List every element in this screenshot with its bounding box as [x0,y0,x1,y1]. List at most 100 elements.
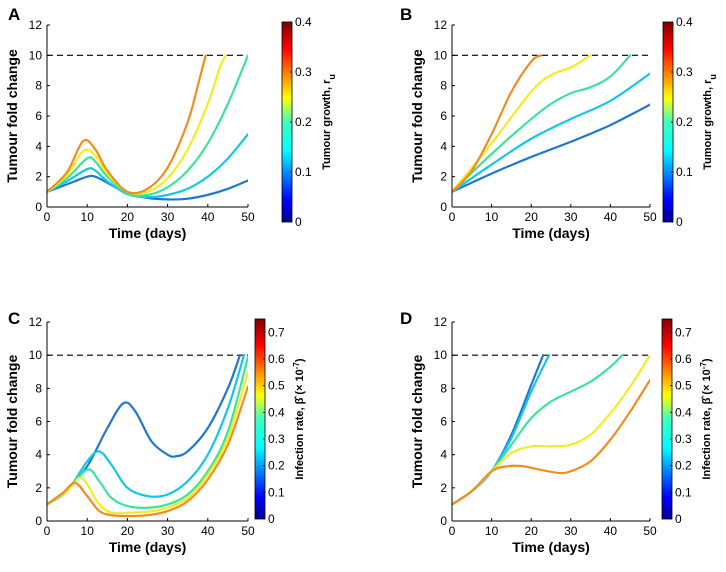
colorbar-tick-label: 0.3 [675,432,692,446]
series-line [47,354,242,506]
series-line [452,54,632,193]
x-tick-label: 40 [604,524,618,538]
series-line [47,54,207,195]
series-line [47,54,248,197]
x-tick-label: 10 [485,210,499,224]
x-axis-label: Time (days) [512,539,590,555]
colorbar-tick-label: 0.3 [676,65,693,79]
y-tick-label: 2 [440,481,447,495]
colorbar-tick-label: 0.4 [676,15,693,29]
series-line [47,355,248,509]
y-axis-label: Tumour fold change [4,49,20,183]
x-tick-label: 30 [564,524,578,538]
panel-a: A 0 10 20 30 40 50 0 2 4 6 8 10 12 Time (days) Tumour f… [4,5,337,241]
y-tick-label: 4 [440,448,447,462]
y-tick-label: 12 [29,18,43,32]
series-group [452,354,650,506]
y-tick-label: 6 [440,415,447,429]
colorbar [254,318,266,520]
x-tick-label: 20 [525,210,539,224]
x-tick-label: 0 [449,210,456,224]
colorbar-tick-label: 0.6 [675,352,692,366]
colorbar-tick-label: 0.2 [675,459,692,473]
colorbar-tick-label: 0 [268,512,275,526]
y-tick-label: 10 [434,348,448,362]
series-line [47,385,248,518]
x-tick-label: 50 [241,210,255,224]
x-tick-label: 0 [449,524,456,538]
colorbar-tick-label: 0.4 [268,405,285,419]
panel-b: B 0 10 20 30 40 50 0 2 4 6 8 10 12 Time (days) Tumour f… [400,5,718,241]
colorbar-tick-label: 0.6 [268,352,285,366]
y-tick-label: 0 [35,514,42,528]
series-line [452,354,545,506]
colorbar-tick-label: 0 [675,512,682,526]
x-tick-label: 20 [121,524,135,538]
colorbar-tick-label: 0.4 [675,405,692,419]
y-tick-label: 6 [35,109,42,123]
x-tick-label: 10 [81,524,95,538]
y-tick-label: 10 [29,48,43,62]
colorbar-tick-label: 0.1 [295,165,312,179]
colorbar-tick-label: 0.5 [268,379,285,393]
colorbar-tick-label: 0.3 [295,65,312,79]
colorbar-tick-label: 0.7 [675,325,692,339]
x-tick-label: 30 [161,210,175,224]
x-axis-label: Time (days) [109,225,187,241]
colorbar-tick-label: 0.2 [268,459,285,473]
colorbar-tick-label: 0.1 [676,165,693,179]
y-tick-label: 2 [35,170,42,184]
y-tick-label: 2 [35,481,42,495]
x-tick-label: 20 [121,210,135,224]
x-tick-label: 50 [241,524,255,538]
colorbar-label: Infection rate, β̂ (× 10-7) [699,358,714,479]
colorbar-tick-label: 0.1 [675,485,692,499]
y-tick-label: 12 [29,315,43,329]
series-group [47,54,248,201]
colorbar-tick-label: 0.2 [295,115,312,129]
x-tick-label: 50 [643,524,657,538]
panel-label: C [8,309,20,328]
x-axis-label: Time (days) [109,539,187,555]
x-tick-label: 30 [161,524,175,538]
series-group [452,54,650,193]
colorbar-tick-label: 0.7 [268,325,285,339]
x-tick-label: 30 [564,210,578,224]
colorbar-tick-label: 0.2 [676,115,693,129]
panel-label: D [400,309,412,328]
y-tick-label: 12 [434,18,448,32]
x-tick-label: 40 [604,210,618,224]
panel-c: C 0 10 20 30 40 50 0 2 4 6 8 10 12 Time (days) Tumour f… [4,309,306,555]
colorbar-label: Infection rate, β̂ (× 10-7) [292,358,307,479]
y-tick-label: 4 [35,448,42,462]
y-tick-label: 10 [434,48,448,62]
colorbar-tick-label: 0.5 [675,379,692,393]
series-line [452,54,592,193]
series-group [47,354,248,518]
series-line [452,378,650,506]
y-tick-label: 8 [440,79,447,93]
panel-label: A [8,5,20,24]
y-tick-label: 8 [35,381,42,395]
series-line [452,103,650,193]
x-axis-label: Time (days) [512,225,590,241]
colorbar-tick-label: 0 [676,215,683,229]
colorbar [661,318,673,520]
colorbar-tick-label: 0.1 [268,485,285,499]
series-line [47,354,246,506]
colorbar-label: Tumour growth, ru [702,74,718,170]
y-tick-label: 12 [434,315,448,329]
x-tick-label: 50 [643,210,657,224]
series-line [452,72,650,193]
y-tick-label: 0 [440,514,447,528]
y-tick-label: 4 [35,139,42,153]
colorbar-label: Tumour growth, ru [321,74,337,170]
y-tick-label: 0 [440,200,447,214]
y-axis-label: Tumour fold change [409,355,425,489]
x-tick-label: 40 [201,524,215,538]
y-tick-label: 6 [35,415,42,429]
y-tick-label: 4 [440,139,447,153]
x-tick-label: 0 [44,210,51,224]
y-axis-label: Tumour fold change [409,49,425,183]
y-tick-label: 8 [440,381,447,395]
